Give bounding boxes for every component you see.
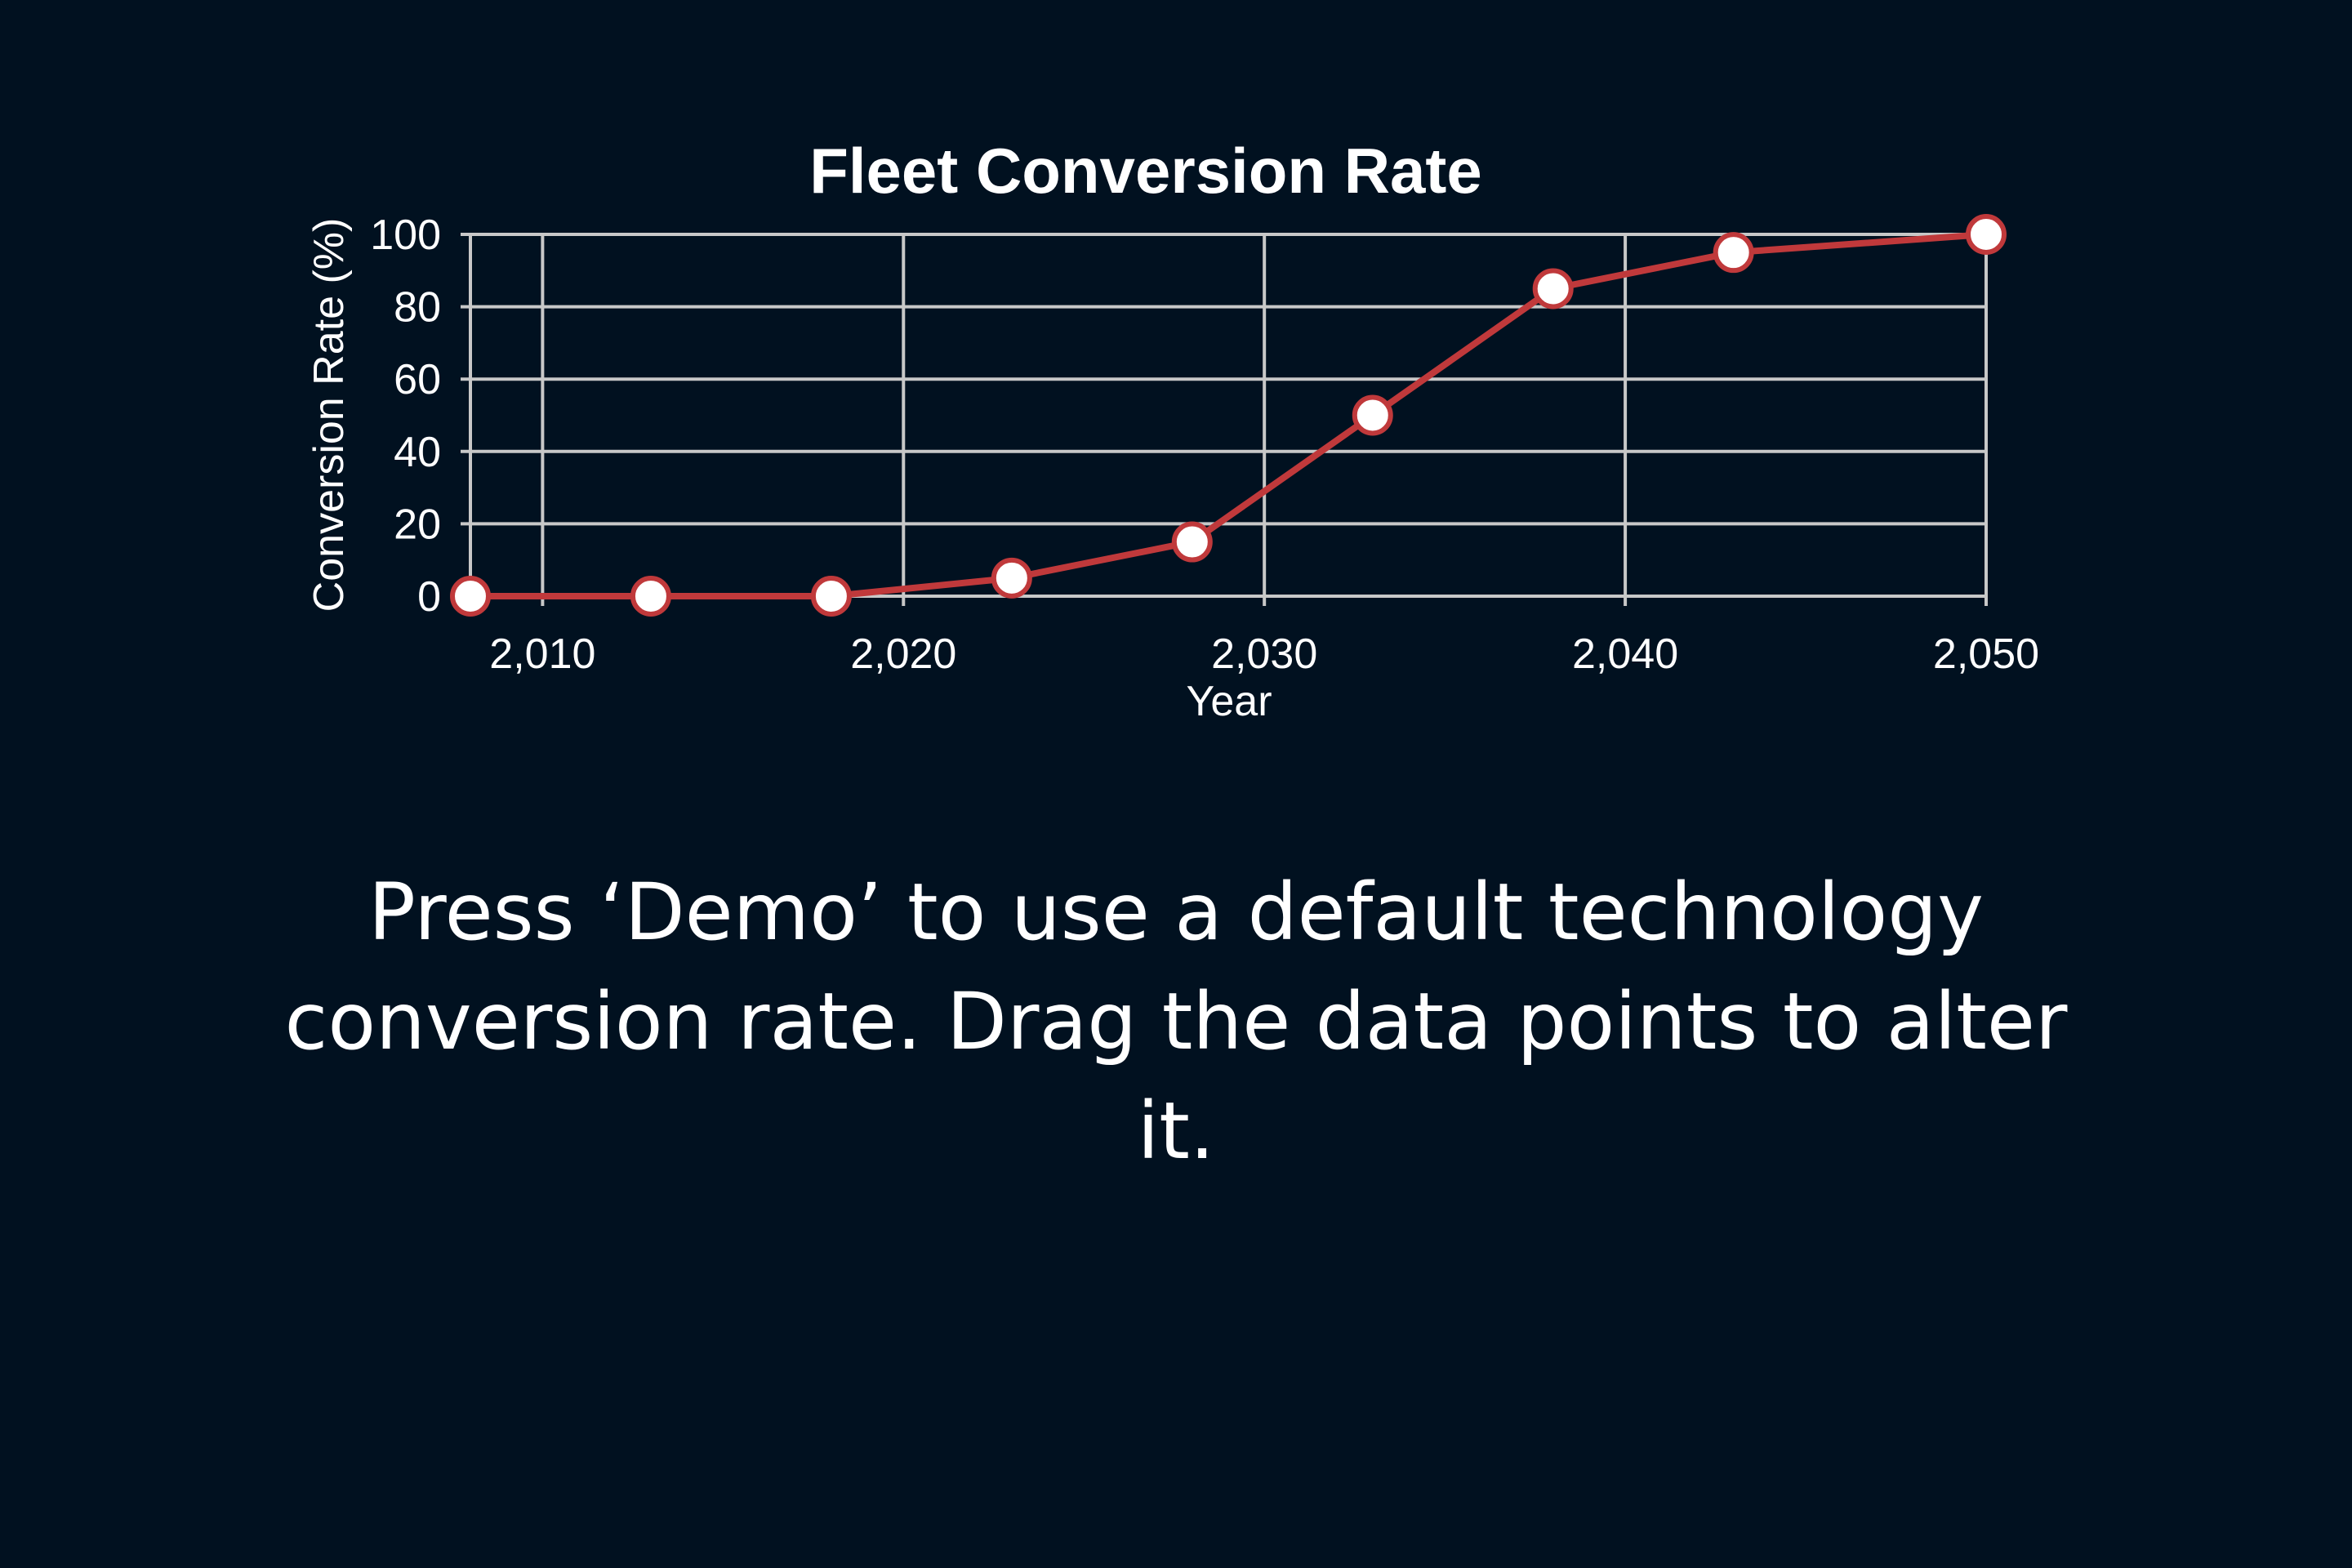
y-tick-label: 0 bbox=[417, 573, 441, 621]
data-point-handle[interactable] bbox=[1532, 268, 1574, 310]
y-tick-label: 60 bbox=[394, 356, 441, 403]
y-tick-label: 100 bbox=[370, 212, 441, 259]
x-tick-label: 2,040 bbox=[1572, 630, 1678, 678]
data-point-handle[interactable] bbox=[450, 576, 491, 617]
y-axis-ticks: 0 20 40 60 80 100 bbox=[370, 212, 441, 621]
data-point-handle[interactable] bbox=[1352, 394, 1393, 436]
data-point-handle[interactable] bbox=[991, 557, 1032, 599]
x-tick-label: 2,010 bbox=[489, 630, 595, 678]
y-tick-label: 40 bbox=[394, 429, 441, 476]
x-tick-label: 2,020 bbox=[850, 630, 956, 678]
data-point-handle[interactable] bbox=[1966, 214, 2007, 255]
data-point-handle[interactable] bbox=[1171, 521, 1213, 563]
fleet-conversion-chart: Fleet Conversion Rate 0 20 40 60 80 100 2,010… bbox=[305, 135, 2039, 719]
data-point-handle[interactable] bbox=[1713, 232, 1754, 274]
x-axis-label: Year bbox=[1186, 678, 1272, 719]
data-point-handle[interactable] bbox=[810, 576, 852, 617]
x-tick-label: 2,050 bbox=[1933, 630, 2039, 678]
series-line bbox=[470, 231, 1987, 599]
y-axis-label: Conversion Rate (%) bbox=[305, 218, 353, 612]
data-point-handle[interactable] bbox=[630, 576, 671, 617]
chart-title: Fleet Conversion Rate bbox=[809, 135, 1482, 207]
chart-grid bbox=[461, 233, 1988, 606]
y-tick-label: 80 bbox=[394, 284, 441, 332]
chart-series bbox=[450, 214, 2007, 617]
instructions-text: Press ‘Demo’ to use a default technology… bbox=[284, 866, 2068, 1177]
y-tick-label: 20 bbox=[394, 501, 441, 548]
x-tick-label: 2,030 bbox=[1211, 630, 1317, 678]
x-axis-ticks: 2,010 2,020 2,030 2,040 2,050 bbox=[489, 630, 2039, 678]
